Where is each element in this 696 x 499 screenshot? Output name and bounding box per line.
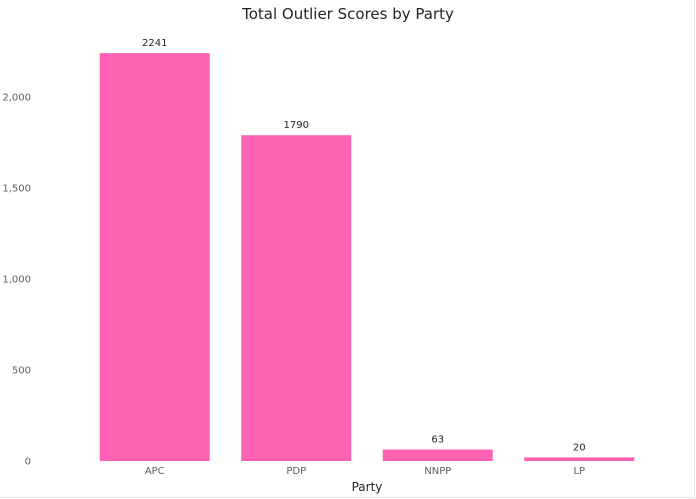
y-axis: 0 500 1,000 1,500 2,000	[2, 93, 31, 468]
bar-nnpp[interactable]	[382, 449, 493, 461]
y-tick-label: 500	[12, 366, 31, 377]
x-tick-label-pdp: PDP	[286, 466, 306, 477]
data-label-pdp: 1790	[284, 120, 309, 131]
x-tick-label-lp: LP	[573, 466, 585, 477]
data-label-nnpp: 63	[431, 435, 444, 446]
x-tick-label-nnpp: NNPP	[424, 466, 451, 477]
y-tick-label: 1,500	[2, 184, 31, 195]
bar-pdp[interactable]	[241, 135, 352, 461]
x-axis-title: Party	[352, 480, 383, 494]
bars-group: 2241 1790 63 20	[99, 38, 635, 461]
data-label-apc: 2241	[142, 38, 167, 49]
x-axis: APC PDP NNPP LP	[145, 466, 585, 477]
bar-apc[interactable]	[99, 53, 210, 461]
y-tick-label: 0	[25, 457, 31, 468]
bar-lp[interactable]	[524, 457, 635, 461]
data-label-lp: 20	[573, 442, 586, 453]
chart-title: Total Outlier Scores by Party	[241, 5, 454, 23]
y-tick-label: 1,000	[2, 275, 31, 286]
y-tick-label: 2,000	[2, 93, 31, 104]
x-tick-label-apc: APC	[145, 466, 165, 477]
